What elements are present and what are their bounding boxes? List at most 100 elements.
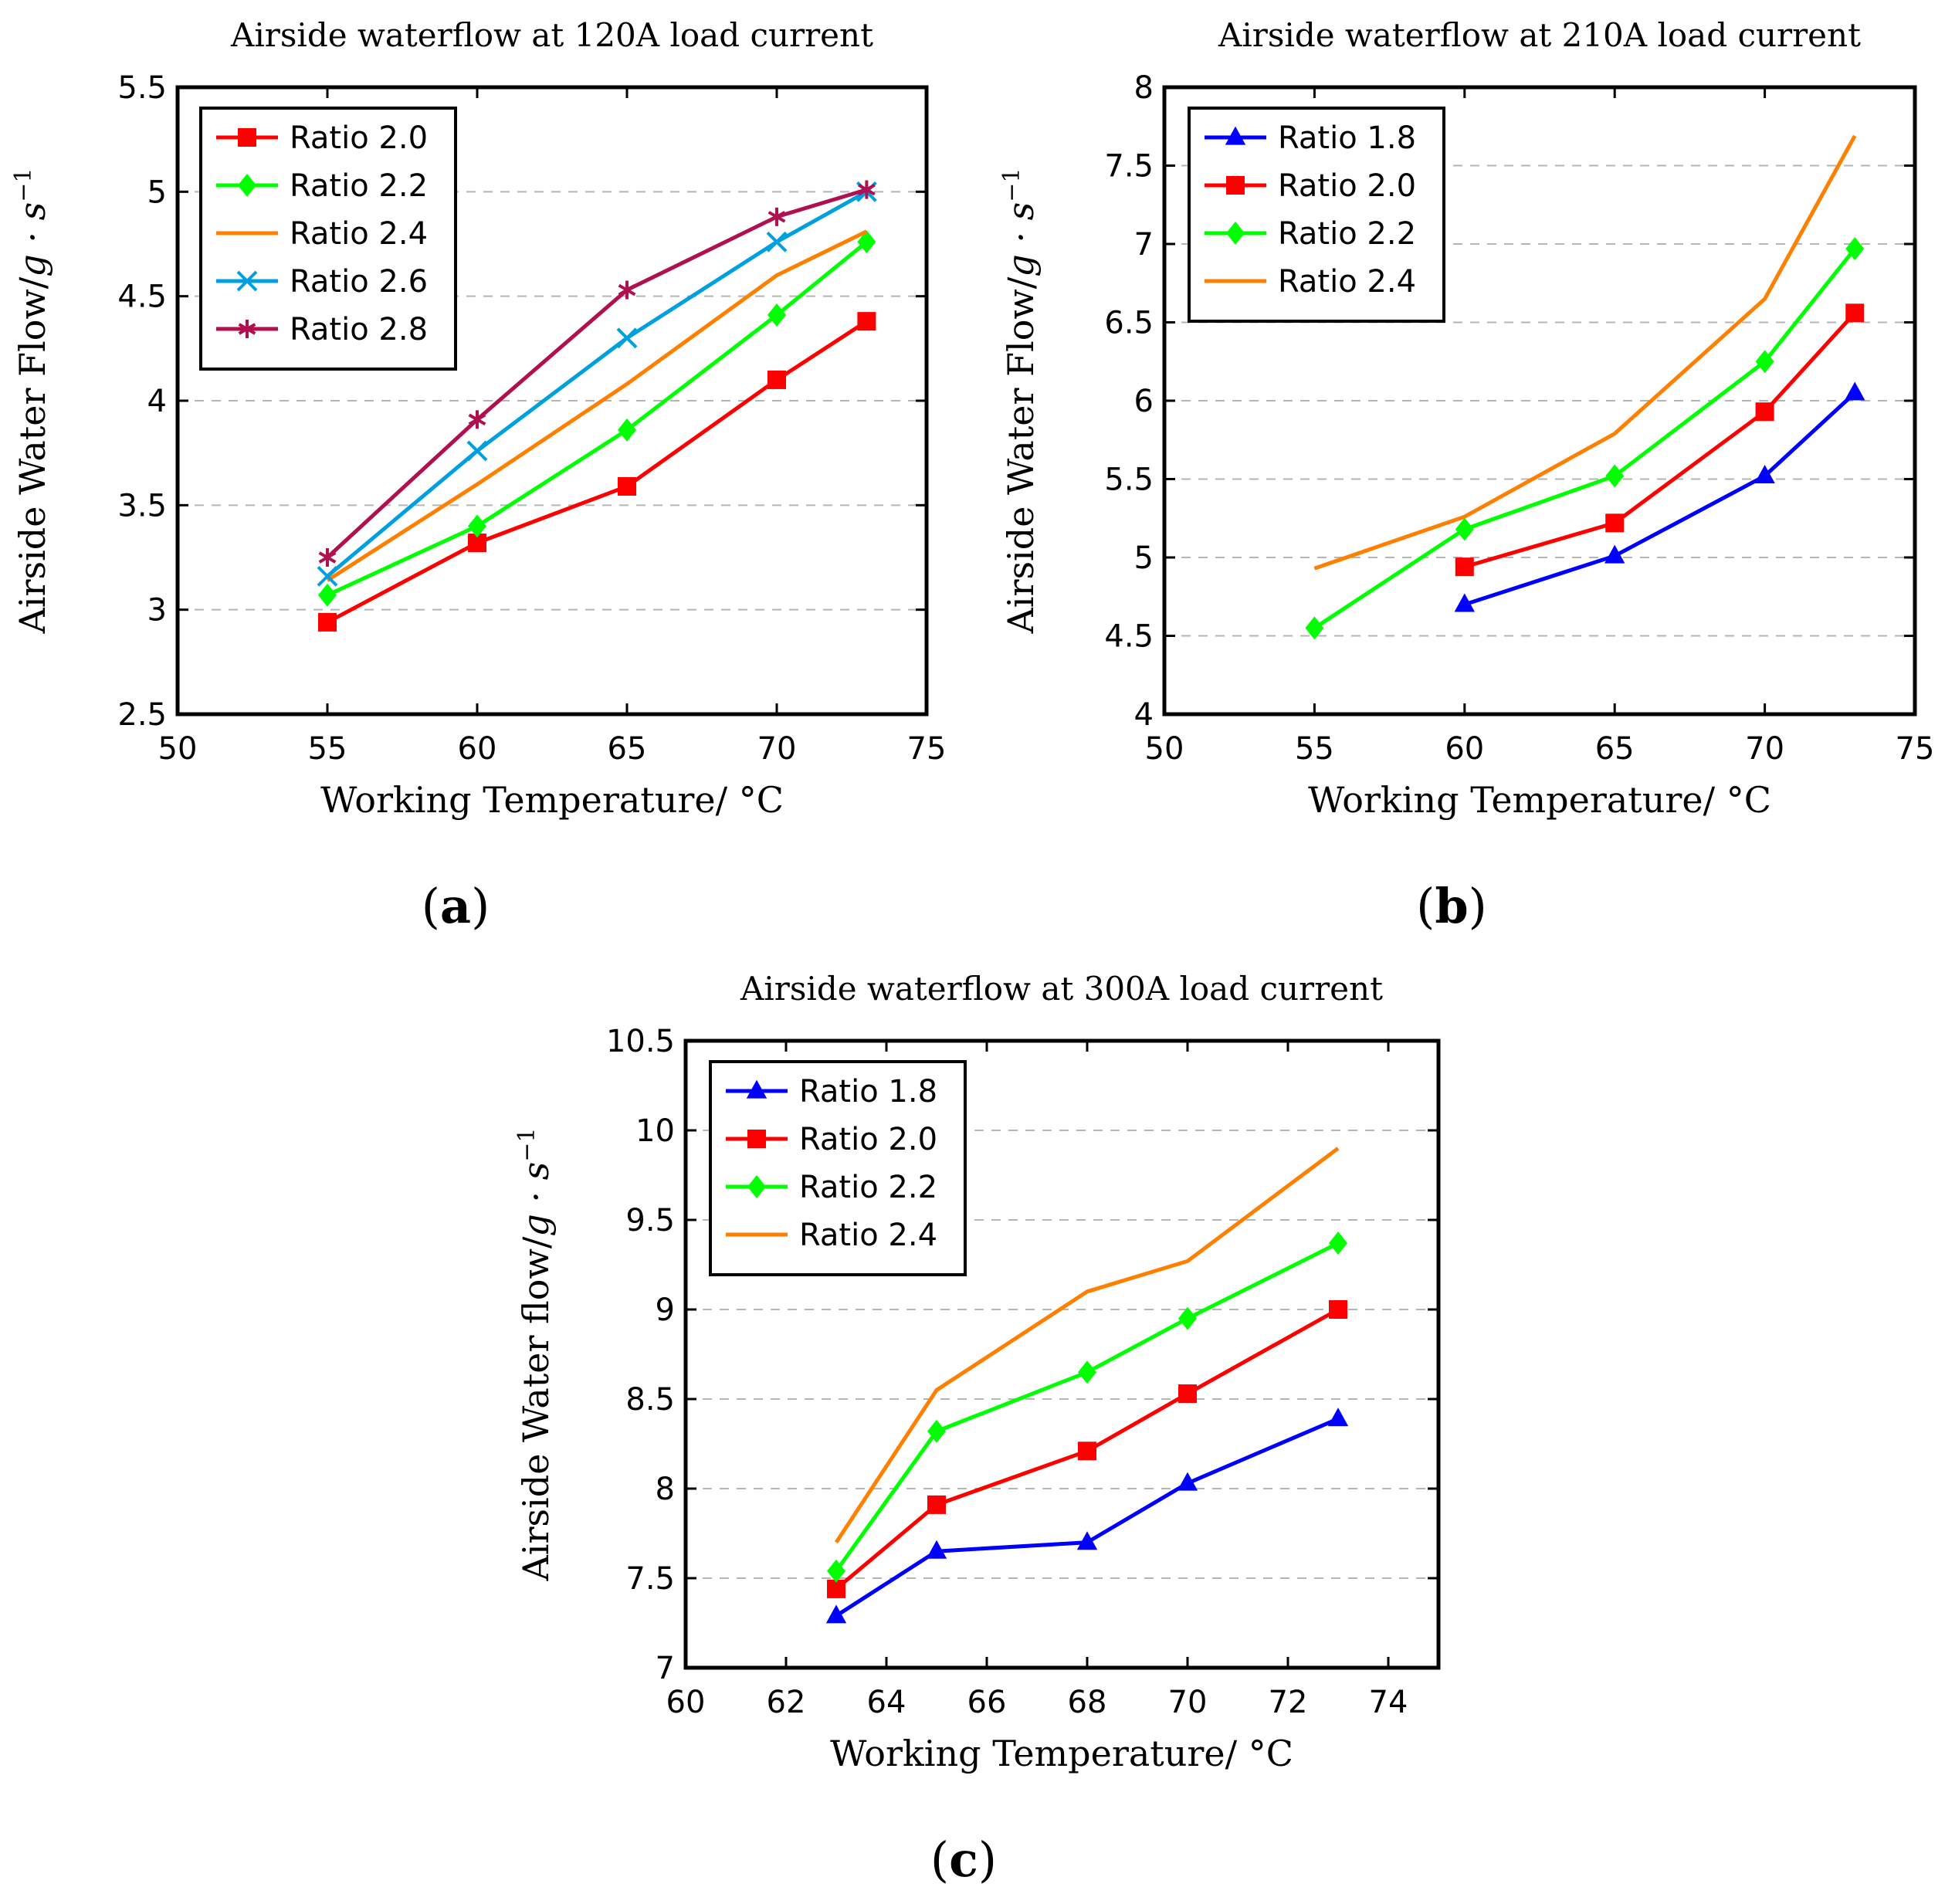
data-point <box>1755 402 1774 422</box>
data-point <box>825 1604 847 1624</box>
plot-frame <box>175 85 929 717</box>
data-point <box>827 1559 845 1583</box>
data-point <box>317 565 338 587</box>
legend-label: Ratio 2.2 <box>799 1170 937 1205</box>
data-point <box>1604 544 1625 564</box>
legend-entry: Ratio 2.4 <box>1205 264 1416 300</box>
y-tick-label: 8 <box>1134 70 1154 106</box>
legend-entry: Ratio 2.2 <box>216 168 428 204</box>
legend-marker <box>238 174 256 197</box>
data-point <box>468 514 486 538</box>
legend-marker <box>236 270 258 292</box>
legend-marker <box>1225 126 1246 145</box>
series-ratio-2-2 <box>1305 237 1865 640</box>
panel-label-a: (a) <box>422 878 490 934</box>
series-ratio-1-8 <box>1454 381 1865 612</box>
data-point <box>1178 1306 1197 1330</box>
data-point <box>767 303 786 327</box>
y-tick-label: 6 <box>1134 384 1154 419</box>
series-ratio-2-4 <box>1313 134 1857 571</box>
data-point <box>618 476 636 496</box>
y-tick-label: 8 <box>656 1472 675 1507</box>
data-point <box>927 1419 946 1443</box>
y-tick-label: 2.5 <box>117 697 167 733</box>
data-point <box>318 548 337 567</box>
data-point <box>767 207 786 226</box>
x-tick-label: 60 <box>666 1685 706 1720</box>
legend: Ratio 1.8 Ratio 2.0 Ratio 2.2 Ratio 2.4 <box>1188 107 1445 323</box>
x-tick-label: 60 <box>458 731 497 767</box>
data-point <box>468 410 486 429</box>
x-tick-label: 70 <box>757 731 797 767</box>
legend-label: Ratio 2.8 <box>290 312 428 347</box>
x-tick-label: 72 <box>1269 1685 1308 1720</box>
x-tick-label: 65 <box>1595 731 1635 767</box>
legend: Ratio 2.0 Ratio 2.2 Ratio 2.4 Ratio 2.6 Rati… <box>199 107 457 371</box>
legend-entry: Ratio 2.0 <box>1205 168 1416 204</box>
x-tick-label: 74 <box>1369 1685 1408 1720</box>
data-point <box>766 231 788 252</box>
data-point <box>1178 1384 1197 1404</box>
legend-label: Ratio 1.8 <box>799 1074 937 1110</box>
series-line <box>1464 391 1856 607</box>
x-tick-label: 68 <box>1068 1685 1107 1720</box>
y-axis-label: Airside Water flow/g · s−1 <box>513 1128 557 1582</box>
y-tick-label: 4.5 <box>117 280 167 315</box>
data-point <box>1605 513 1625 533</box>
y-tick-label: 6.5 <box>1104 306 1154 341</box>
y-tick-label: 10.5 <box>606 1024 675 1059</box>
series-ratio-2-0 <box>827 1300 1347 1598</box>
x-tick-label: 64 <box>867 1685 906 1720</box>
legend-entry: Ratio 2.4 <box>216 216 428 252</box>
legend-label: Ratio 2.6 <box>290 264 428 300</box>
data-point <box>1305 616 1324 640</box>
x-tick-label: 60 <box>1445 731 1484 767</box>
data-point <box>318 612 337 632</box>
series-ratio-2-2 <box>318 230 876 607</box>
x-axis-label: Working Temperature/ °C <box>1308 779 1771 821</box>
y-tick-label: 9 <box>656 1292 675 1328</box>
data-point <box>1845 381 1865 401</box>
legend-marker <box>1226 222 1245 245</box>
y-tick-label: 7.5 <box>625 1561 675 1597</box>
series-line <box>834 1147 1340 1543</box>
y-tick-label: 8.5 <box>625 1382 675 1418</box>
x-tick-label: 70 <box>1168 1685 1208 1720</box>
y-tick-label: 7 <box>1134 227 1154 263</box>
y-tick-label: 4 <box>1134 697 1154 733</box>
data-point <box>1329 1300 1347 1319</box>
legend-label: Ratio 2.0 <box>1278 168 1416 204</box>
data-point <box>927 1495 946 1514</box>
y-tick-label: 3 <box>147 593 167 628</box>
panel-label-b: (b) <box>1416 878 1487 934</box>
series-line <box>326 229 868 582</box>
data-point <box>857 230 876 254</box>
chart-title: Airside waterflow at 210A load current <box>1218 16 1861 54</box>
data-point <box>466 440 488 462</box>
legend-label: Ratio 1.8 <box>1278 120 1416 156</box>
data-point <box>1177 1472 1198 1491</box>
legend-entry: Ratio 2.2 <box>726 1170 937 1205</box>
data-point <box>1454 593 1475 612</box>
x-tick-label: 70 <box>1745 731 1784 767</box>
legend-entry: Ratio 2.0 <box>216 120 428 156</box>
data-point <box>857 312 876 331</box>
series-ratio-1-8 <box>825 1408 1349 1624</box>
chart-b: Airside waterflow at 210A load current 4 4… <box>998 16 1934 821</box>
data-point <box>1754 465 1775 484</box>
series-ratio-2-8 <box>318 180 876 567</box>
legend-marker <box>238 128 256 147</box>
x-tick-label: 55 <box>1295 731 1334 767</box>
legend-marker <box>238 320 256 338</box>
series-ratio-2-4 <box>834 1147 1340 1543</box>
x-tick-label: 75 <box>1896 731 1935 767</box>
legend-entry: Ratio 2.6 <box>216 264 428 300</box>
data-point <box>1327 1408 1349 1427</box>
y-tick-label: 5.5 <box>117 70 167 106</box>
legend-entry: Ratio 2.0 <box>726 1122 937 1157</box>
data-point <box>1605 464 1625 488</box>
legend-entry: Ratio 2.2 <box>1205 216 1416 252</box>
y-tick-label: 5.5 <box>1104 462 1154 498</box>
y-tick-label: 7.5 <box>1104 149 1154 185</box>
x-axis-label: Working Temperature/ °C <box>830 1733 1293 1774</box>
